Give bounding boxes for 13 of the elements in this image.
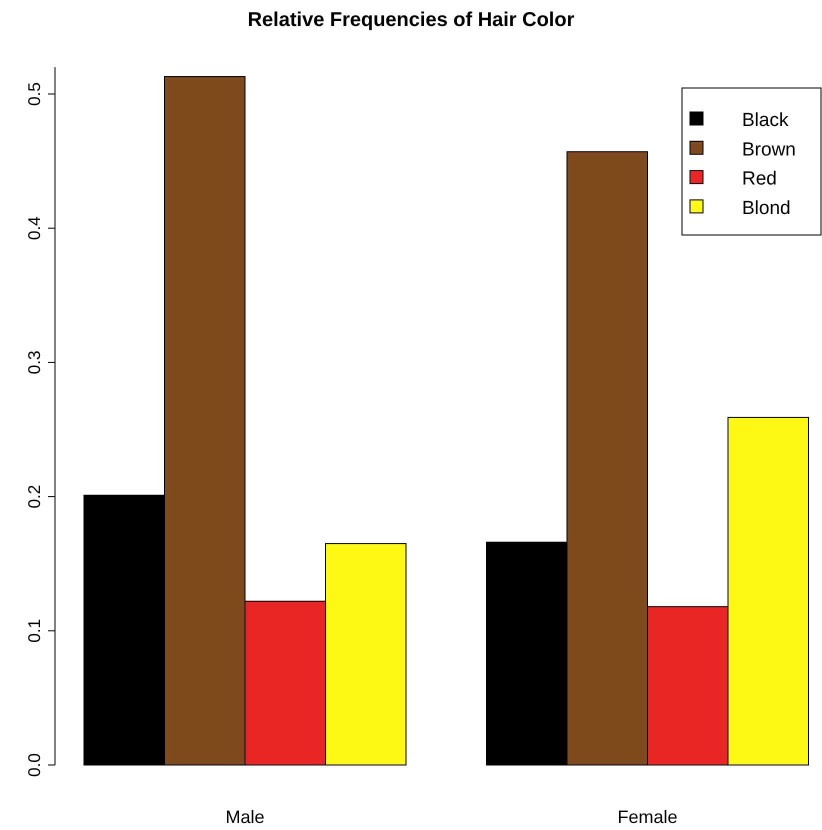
y-tick-label: 0.3 — [25, 350, 44, 374]
y-tick-label: 0.0 — [25, 753, 44, 777]
y-tick-label: 0.1 — [25, 618, 44, 643]
y-tick-label: 0.5 — [25, 82, 44, 106]
x-tick-label: Female — [617, 807, 678, 827]
legend-label: Red — [742, 168, 777, 190]
x-tick-label: Male — [225, 807, 265, 827]
legend-label: Blond — [742, 198, 791, 219]
chart-title: Relative Frequencies of Hair Color — [248, 9, 575, 31]
y-tick-label: 0.2 — [25, 484, 44, 508]
legend-label: Black — [742, 110, 789, 131]
y-tick-label: 0.4 — [25, 216, 44, 240]
legend-label: Brown — [742, 139, 796, 160]
